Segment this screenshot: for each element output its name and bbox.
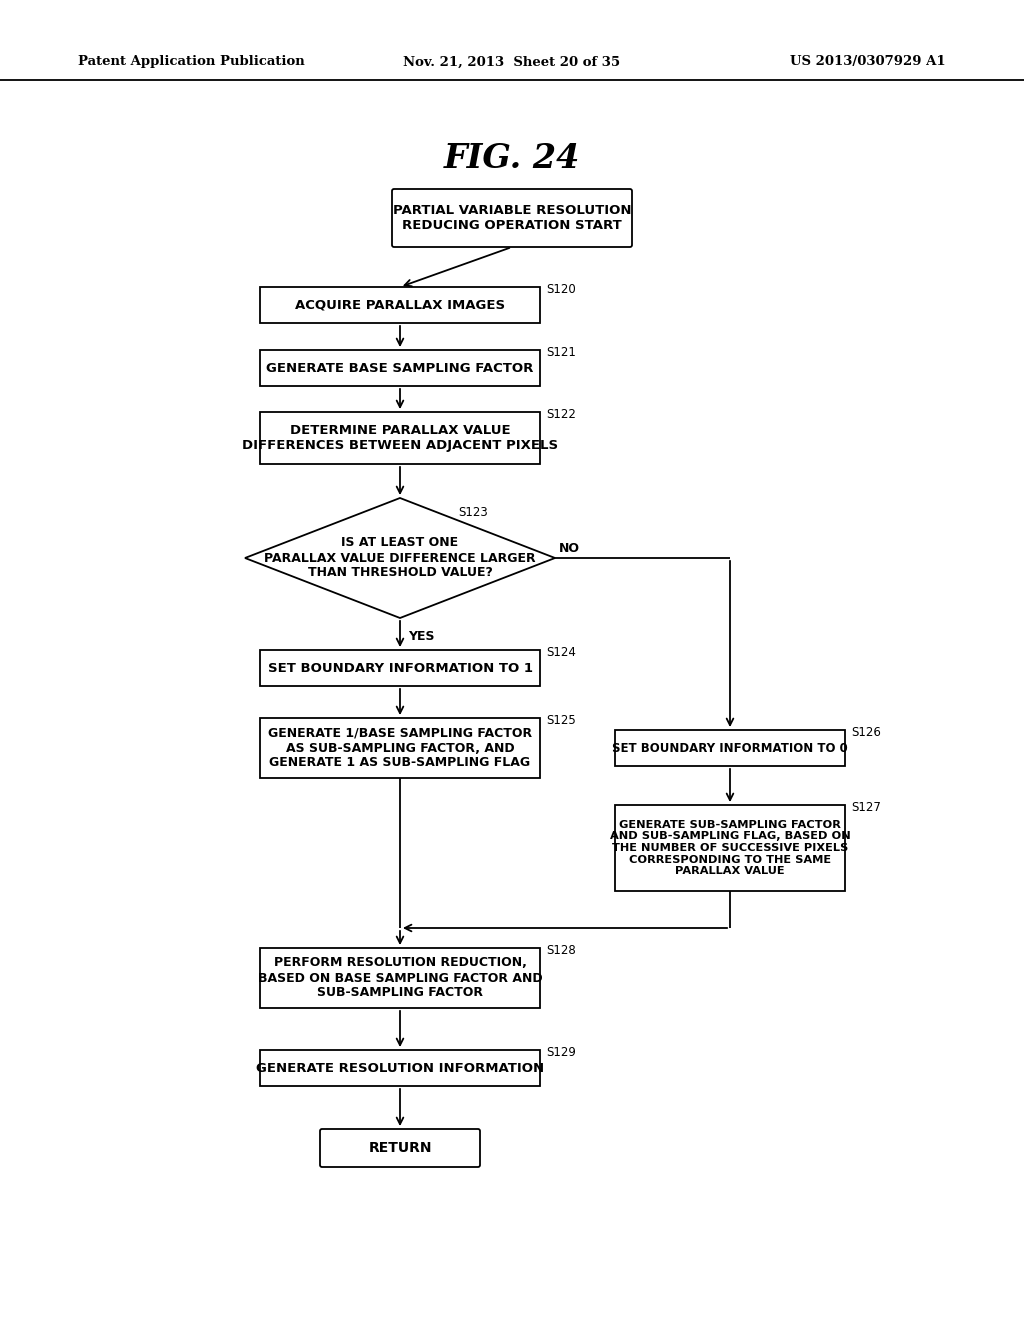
Text: SET BOUNDARY INFORMATION TO 0: SET BOUNDARY INFORMATION TO 0 (612, 742, 848, 755)
Bar (260, 649, 540, 686)
Bar (260, 948, 540, 1008)
Bar (615, 730, 845, 766)
FancyBboxPatch shape (392, 189, 632, 247)
Text: GENERATE SUB-SAMPLING FACTOR
AND SUB-SAMPLING FLAG, BASED ON
THE NUMBER OF SUCCE: GENERATE SUB-SAMPLING FACTOR AND SUB-SAM… (609, 820, 850, 876)
Text: S127: S127 (851, 801, 881, 814)
Bar (260, 286, 540, 323)
Text: GENERATE 1/BASE SAMPLING FACTOR
AS SUB-SAMPLING FACTOR, AND
GENERATE 1 AS SUB-SA: GENERATE 1/BASE SAMPLING FACTOR AS SUB-S… (268, 726, 532, 770)
Text: US 2013/0307929 A1: US 2013/0307929 A1 (791, 55, 946, 69)
Bar (260, 350, 540, 385)
Text: Nov. 21, 2013  Sheet 20 of 35: Nov. 21, 2013 Sheet 20 of 35 (403, 55, 621, 69)
Text: S121: S121 (546, 346, 575, 359)
Text: IS AT LEAST ONE
PARALLAX VALUE DIFFERENCE LARGER
THAN THRESHOLD VALUE?: IS AT LEAST ONE PARALLAX VALUE DIFFERENC… (264, 536, 536, 579)
Bar (260, 1049, 540, 1086)
Text: S125: S125 (546, 714, 575, 727)
Text: SET BOUNDARY INFORMATION TO 1: SET BOUNDARY INFORMATION TO 1 (267, 661, 532, 675)
Text: GENERATE RESOLUTION INFORMATION: GENERATE RESOLUTION INFORMATION (256, 1061, 544, 1074)
Bar (260, 412, 540, 465)
Text: S129: S129 (546, 1045, 575, 1059)
Text: FIG. 24: FIG. 24 (443, 141, 581, 174)
Text: S123: S123 (459, 506, 488, 519)
Text: S124: S124 (546, 645, 575, 659)
Text: Patent Application Publication: Patent Application Publication (78, 55, 305, 69)
Text: GENERATE BASE SAMPLING FACTOR: GENERATE BASE SAMPLING FACTOR (266, 362, 534, 375)
Text: S122: S122 (546, 408, 575, 421)
Text: YES: YES (408, 630, 434, 643)
Text: S126: S126 (851, 726, 881, 739)
FancyBboxPatch shape (319, 1129, 480, 1167)
Bar (615, 805, 845, 891)
Text: S120: S120 (546, 282, 575, 296)
Text: RETURN: RETURN (369, 1140, 432, 1155)
Text: DETERMINE PARALLAX VALUE
DIFFERENCES BETWEEN ADJACENT PIXELS: DETERMINE PARALLAX VALUE DIFFERENCES BET… (242, 424, 558, 451)
Bar (260, 718, 540, 777)
Text: NO: NO (559, 541, 580, 554)
Text: S128: S128 (546, 944, 575, 957)
Text: ACQUIRE PARALLAX IMAGES: ACQUIRE PARALLAX IMAGES (295, 298, 505, 312)
Text: PARTIAL VARIABLE RESOLUTION
REDUCING OPERATION START: PARTIAL VARIABLE RESOLUTION REDUCING OPE… (393, 205, 631, 232)
Text: PERFORM RESOLUTION REDUCTION,
BASED ON BASE SAMPLING FACTOR AND
SUB-SAMPLING FAC: PERFORM RESOLUTION REDUCTION, BASED ON B… (258, 957, 543, 999)
Polygon shape (245, 498, 555, 618)
